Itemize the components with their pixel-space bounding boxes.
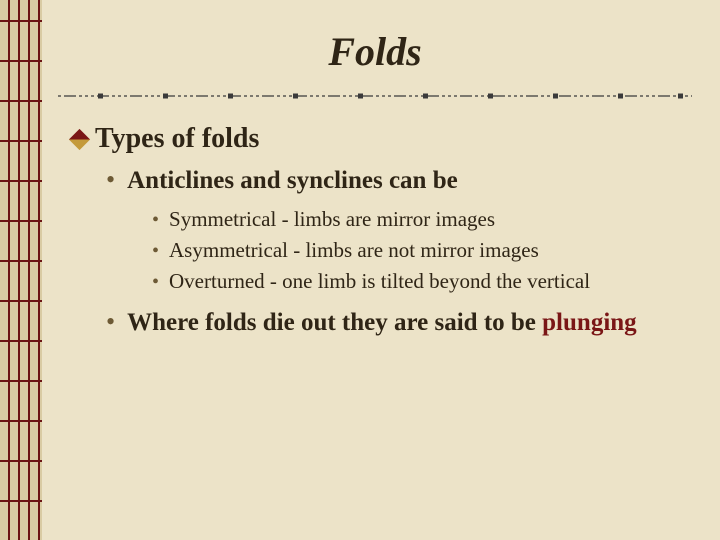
bullet-text: Where folds die out they are said to be … xyxy=(127,307,637,338)
sub-label: Overturned xyxy=(169,269,265,293)
sub-rest: - limbs are not mirror images xyxy=(288,238,539,262)
bullet-level1: • Anticlines and synclines can be xyxy=(106,165,692,196)
sub-rest: - one limb is tilted beyond the vertical xyxy=(265,269,590,293)
bullet-accent: plunging xyxy=(542,309,637,336)
sub-label: Asymmetrical xyxy=(169,238,288,262)
bullet-level2: • Overturned - one limb is tilted beyond… xyxy=(152,268,692,295)
bullet-text: Anticlines and synclines can be xyxy=(127,165,458,196)
bullet-dot-icon: • xyxy=(152,210,159,230)
sub-label: Symmetrical xyxy=(169,207,276,231)
bullet-dot-icon: • xyxy=(152,272,159,292)
diamond-bullet-icon xyxy=(69,128,90,149)
bullet-level2: • Asymmetrical - limbs are not mirror im… xyxy=(152,237,692,264)
heading-text: Types of folds xyxy=(95,123,259,155)
content-area: Types of folds • Anticlines and syncline… xyxy=(58,123,692,338)
bullet-level2: • Symmetrical - limbs are mirror images xyxy=(152,206,692,233)
bullet-dot-icon: • xyxy=(106,309,115,335)
bullet-level1: • Where folds die out they are said to b… xyxy=(106,307,692,338)
bullet-text: Symmetrical - limbs are mirror images xyxy=(169,206,495,233)
decorative-left-border xyxy=(0,0,42,540)
bullet-text: Asymmetrical - limbs are not mirror imag… xyxy=(169,237,539,264)
slide-title: Folds xyxy=(58,28,692,75)
bullet-dot-icon: • xyxy=(106,167,115,193)
sub-rest: - limbs are mirror images xyxy=(276,207,495,231)
bullet-dot-icon: • xyxy=(152,241,159,261)
title-divider xyxy=(58,93,692,99)
slide-body: Folds Types of folds • Ant xyxy=(42,0,720,540)
bullet-pre: Where folds die out they are said to be xyxy=(127,309,542,336)
bullet-text: Overturned - one limb is tilted beyond t… xyxy=(169,268,590,295)
heading-row: Types of folds xyxy=(72,123,692,155)
